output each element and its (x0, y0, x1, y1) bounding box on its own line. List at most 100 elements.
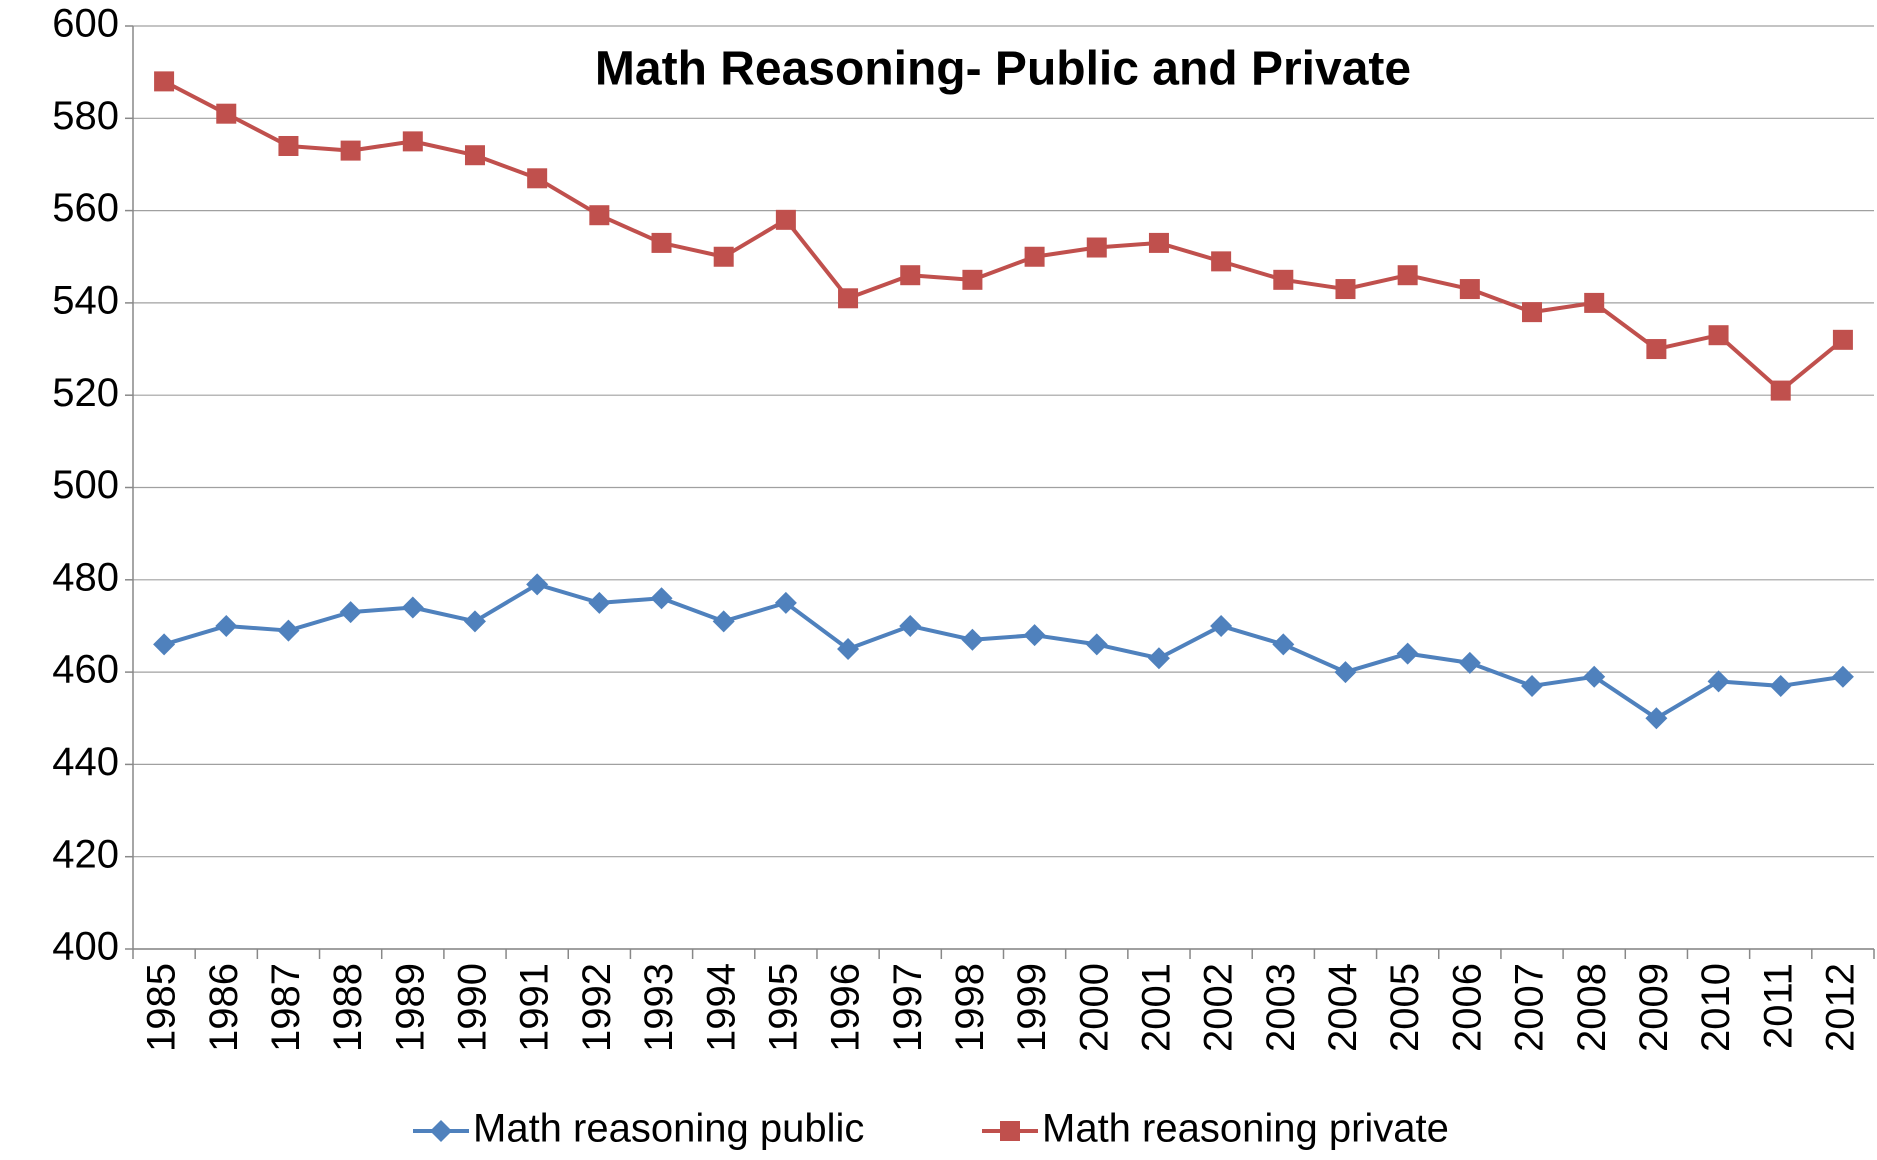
marker (153, 633, 176, 656)
marker (1085, 633, 1108, 656)
x-tick-label: 1986 (202, 963, 246, 1052)
marker (1024, 246, 1045, 267)
marker (774, 591, 797, 614)
marker (1707, 670, 1730, 693)
series-line (163, 582, 1844, 721)
y-tick-label: 500 (52, 463, 119, 507)
y-tick-label: 420 (52, 832, 119, 876)
marker (1396, 642, 1419, 665)
marker (837, 638, 860, 661)
y-tick-label: 460 (52, 648, 119, 692)
marker (339, 601, 362, 624)
x-tick-label: 1997 (886, 963, 930, 1052)
marker (1646, 339, 1667, 360)
x-tick-label: 2001 (1135, 963, 1179, 1052)
marker (1708, 325, 1729, 346)
x-tick-label: 1996 (824, 963, 868, 1052)
marker (1148, 232, 1169, 253)
marker (712, 610, 735, 633)
x-tick-label: 1991 (513, 963, 557, 1052)
marker (1335, 279, 1356, 300)
x-tick-label: 2008 (1570, 963, 1614, 1052)
y-tick-label: 400 (52, 925, 119, 969)
x-tick-label: 1998 (948, 963, 992, 1052)
chart-title: Math Reasoning- Public and Private (595, 43, 1411, 96)
y-tick-label: 440 (52, 740, 119, 784)
marker (775, 209, 796, 230)
marker (401, 596, 424, 619)
x-tick-label: 2010 (1694, 963, 1738, 1052)
marker (1147, 647, 1170, 670)
marker (1272, 633, 1295, 656)
x-tick-label: 2009 (1632, 963, 1676, 1052)
x-tick-label: 2003 (1259, 963, 1303, 1052)
marker (1397, 265, 1418, 286)
marker (1273, 269, 1294, 290)
marker (278, 135, 299, 156)
legend-label: Math reasoning public (473, 1107, 864, 1151)
marker (1831, 665, 1854, 688)
marker (1459, 279, 1480, 300)
marker (838, 288, 859, 309)
y-tick-label: 580 (52, 94, 119, 138)
marker (1522, 302, 1543, 323)
marker (650, 587, 673, 610)
marker (277, 619, 300, 642)
marker (1645, 707, 1668, 730)
marker (1458, 651, 1481, 674)
marker (589, 205, 610, 226)
x-tick-label: 1987 (264, 963, 308, 1052)
marker (216, 103, 237, 124)
marker (430, 1120, 452, 1142)
x-tick-label: 2002 (1197, 963, 1241, 1052)
x-tick-label: 2007 (1508, 963, 1552, 1052)
x-tick-label: 2005 (1383, 963, 1427, 1052)
x-tick-label: 1985 (140, 963, 184, 1052)
x-tick-label: 2004 (1321, 963, 1365, 1052)
x-tick-label: 1994 (699, 963, 743, 1052)
marker (961, 628, 984, 651)
marker (1334, 661, 1357, 684)
marker (1086, 237, 1107, 258)
x-tick-label: 2012 (1818, 963, 1862, 1052)
marker (651, 232, 672, 253)
marker (402, 131, 423, 152)
marker (1000, 1121, 1020, 1141)
marker (899, 614, 922, 637)
x-tick-label: 2011 (1756, 963, 1800, 1049)
marker (1832, 329, 1853, 350)
marker (1769, 674, 1792, 697)
marker (1210, 614, 1233, 637)
y-tick-label: 560 (52, 186, 119, 230)
x-tick-label: 1999 (1010, 963, 1054, 1052)
marker (1770, 380, 1791, 401)
marker (1023, 624, 1046, 647)
x-tick-label: 1989 (388, 963, 432, 1052)
marker (962, 269, 983, 290)
x-tick-label: 1993 (637, 963, 681, 1052)
legend-label: Math reasoning private (1042, 1107, 1449, 1151)
marker (340, 140, 361, 161)
marker (1521, 674, 1544, 697)
y-tick-label: 520 (52, 371, 119, 415)
marker (526, 573, 549, 596)
series-line (163, 79, 1845, 393)
marker (713, 246, 734, 267)
y-tick-label: 480 (52, 555, 119, 599)
marker (1211, 251, 1232, 272)
marker (464, 145, 485, 166)
x-tick-label: 2006 (1445, 963, 1489, 1052)
x-tick-label: 1988 (326, 963, 370, 1052)
marker (527, 168, 548, 189)
x-tick-label: 2000 (1072, 963, 1116, 1052)
marker (215, 614, 238, 637)
x-tick-label: 1992 (575, 963, 619, 1052)
marker (154, 71, 175, 92)
marker (1584, 292, 1605, 313)
x-tick-label: 1995 (761, 963, 805, 1052)
marker (1583, 665, 1606, 688)
y-tick-label: 600 (52, 2, 119, 46)
marker (463, 610, 486, 633)
marker (588, 591, 611, 614)
